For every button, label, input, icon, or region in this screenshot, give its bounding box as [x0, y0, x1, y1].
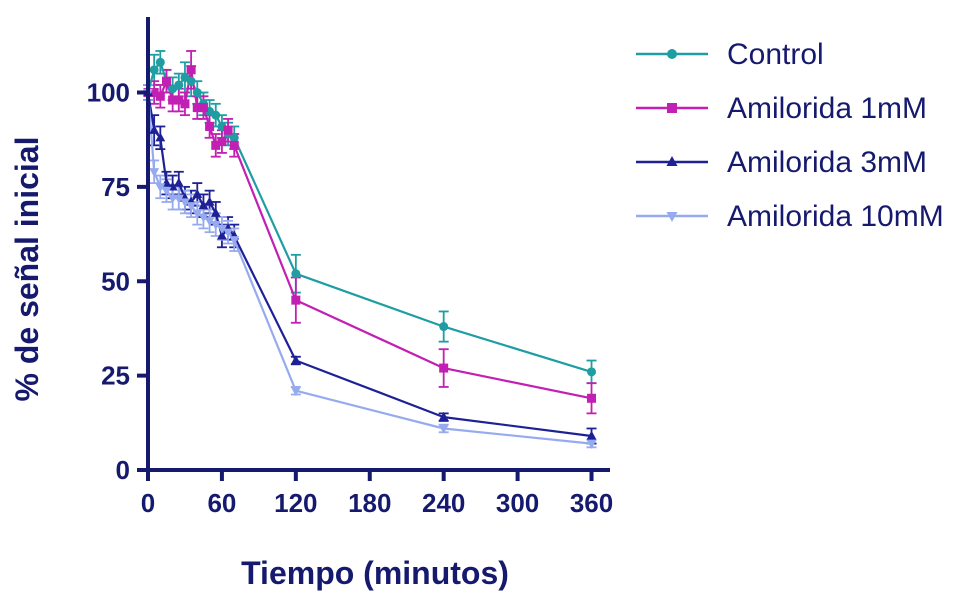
y-tick-label: 50	[101, 266, 130, 296]
legend-marker-amilorida-3mm	[666, 156, 678, 166]
data-point-amilorida-3mm	[192, 189, 203, 199]
data-point-control	[229, 133, 239, 143]
data-point-amilorida-10mm	[210, 221, 221, 231]
data-points	[143, 57, 597, 449]
data-point-control	[174, 80, 184, 90]
data-point-amilorida-3mm	[290, 355, 301, 365]
data-point-amilorida-10mm	[216, 224, 227, 234]
x-tick-label: 60	[207, 488, 236, 518]
data-point-amilorida-1mm	[229, 140, 239, 150]
data-point-amilorida-1mm	[205, 121, 215, 131]
data-point-control	[149, 65, 159, 75]
data-point-amilorida-3mm	[216, 230, 227, 240]
data-point-amilorida-1mm	[587, 393, 597, 403]
series-line-control	[146, 61, 592, 373]
data-point-amilorida-10mm	[586, 439, 597, 449]
x-tick-label: 360	[570, 488, 613, 518]
axes	[146, 17, 610, 472]
y-tick-label: 75	[101, 172, 130, 202]
data-point-control	[192, 88, 202, 97]
axis-ticks: 0 60 120 180 240 300 360 0 25 50 75 100	[87, 78, 614, 519]
data-point-amilorida-1mm	[217, 137, 227, 147]
legend-label-control: Control	[727, 38, 824, 71]
x-tick-label: 0	[141, 488, 155, 518]
data-point-amilorida-1mm	[155, 91, 165, 101]
x-tick-label: 180	[348, 488, 391, 518]
data-point-amilorida-1mm	[291, 295, 301, 305]
data-point-amilorida-10mm	[290, 387, 301, 397]
legend-marker-amilorida-10mm	[666, 212, 678, 222]
x-tick-label: 120	[274, 488, 317, 518]
data-point-amilorida-1mm	[186, 65, 196, 75]
data-point-amilorida-3mm	[210, 207, 221, 217]
data-point-amilorida-10mm	[223, 228, 234, 238]
legend-label-amilorida-3mm: Amilorida 3mM	[727, 146, 927, 179]
y-axis-title: % de señal inicial	[9, 137, 45, 402]
y-tick-label: 25	[101, 361, 130, 391]
y-tick-label: 0	[116, 455, 130, 485]
series-line-amilorida-3mm	[146, 92, 592, 438]
data-point-amilorida-10mm	[198, 213, 209, 223]
data-point-amilorida-3mm	[155, 132, 166, 142]
data-point-amilorida-3mm	[586, 430, 597, 440]
data-point-control	[439, 322, 449, 332]
data-point-amilorida-10mm	[204, 217, 215, 227]
legend: Control Amilorida 1mM Amilorida 3mM Amilori…	[636, 38, 944, 233]
y-tick-label: 100	[87, 78, 130, 108]
legend-item-control: Control	[636, 38, 824, 71]
data-point-amilorida-10mm	[192, 209, 203, 219]
data-point-amilorida-10mm	[149, 168, 160, 178]
data-point-amilorida-10mm	[438, 424, 449, 434]
data-point-control	[291, 269, 301, 279]
x-axis-title: Tiempo (minutos)	[241, 555, 509, 591]
data-point-amilorida-3mm	[438, 411, 449, 421]
legend-item-amilorida-10mm: Amilorida 10mM	[636, 200, 944, 233]
legend-marker-amilorida-1mm	[667, 103, 677, 113]
data-point-amilorida-1mm	[192, 103, 202, 113]
data-point-amilorida-3mm	[204, 196, 215, 206]
legend-label-amilorida-10mm: Amilorida 10mM	[727, 200, 944, 233]
legend-label-amilorida-1mm: Amilorida 1mM	[727, 92, 927, 125]
data-point-amilorida-10mm	[180, 198, 190, 208]
data-point-control	[211, 110, 221, 120]
data-point-amilorida-10mm	[173, 194, 184, 204]
data-point-amilorida-10mm	[186, 202, 197, 212]
data-point-amilorida-1mm	[149, 88, 159, 97]
data-point-amilorida-1mm	[439, 363, 449, 373]
legend-marker-control	[667, 49, 677, 59]
data-point-amilorida-1mm	[174, 95, 184, 105]
data-point-amilorida-10mm	[229, 236, 240, 246]
series-lines	[146, 61, 592, 445]
data-point-amilorida-1mm	[211, 140, 221, 150]
data-point-amilorida-1mm	[168, 95, 178, 105]
data-point-amilorida-1mm	[161, 76, 171, 86]
data-point-amilorida-1mm	[198, 103, 208, 113]
data-point-control	[155, 57, 165, 67]
data-point-amilorida-10mm	[155, 183, 166, 193]
data-point-amilorida-3mm	[198, 200, 209, 210]
data-point-amilorida-10mm	[161, 187, 172, 197]
data-point-amilorida-1mm	[180, 99, 190, 109]
x-tick-label: 300	[496, 488, 539, 518]
data-point-amilorida-1mm	[223, 125, 233, 135]
data-point-amilorida-3mm	[149, 124, 160, 134]
x-tick-label: 240	[422, 488, 465, 518]
legend-item-amilorida-1mm: Amilorida 1mM	[636, 92, 927, 125]
legend-item-amilorida-3mm: Amilorida 3mM	[636, 146, 927, 179]
data-point-control	[186, 76, 196, 86]
data-point-amilorida-3mm	[173, 177, 184, 187]
data-point-control	[587, 367, 597, 377]
